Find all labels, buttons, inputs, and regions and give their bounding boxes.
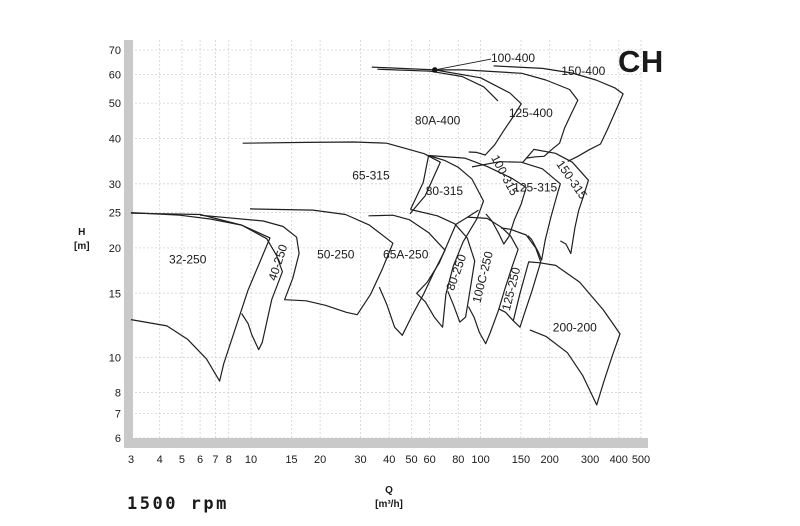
x-tick-label: 10 <box>245 454 257 466</box>
curve-100-315 <box>428 154 527 245</box>
label-32-250: 32-250 <box>169 252 207 266</box>
x-tick-label: 40 <box>383 454 395 466</box>
x-tick-label: 400 <box>610 454 628 466</box>
y-tick-label: 6 <box>115 433 121 445</box>
curve-125-400 <box>434 69 579 159</box>
curve-80a-400 <box>377 68 499 102</box>
label-40-250: 40-250 <box>265 242 290 282</box>
y-tick-label: 25 <box>109 208 121 220</box>
y-tick-label: 40 <box>109 133 121 145</box>
label-150-315: 150-315 <box>553 158 590 202</box>
x-axis: 3 4 5 6 7 8 10 15 20 30 40 50 60 80 100 150 200 300 400 500 <box>128 454 650 466</box>
x-tick-label: 50 <box>405 454 417 466</box>
y-tick-label: 50 <box>109 98 121 110</box>
x-tick-label: 100 <box>471 454 489 466</box>
x-tick-label: 6 <box>197 454 203 466</box>
label-200-200: 200-200 <box>553 321 597 335</box>
y-tick-label: 70 <box>109 45 121 57</box>
pump-curves <box>130 58 624 406</box>
label-150-400: 150-400 <box>561 64 605 78</box>
curve-100-400 <box>371 66 522 156</box>
label-80-250: 80-250 <box>443 252 469 292</box>
x-tick-label: 5 <box>179 454 185 466</box>
x-tick-label: 60 <box>424 454 436 466</box>
x-tick-label: 80 <box>452 454 464 466</box>
curve-65a-250 <box>368 214 446 336</box>
x-axis-bar <box>124 438 648 448</box>
label-50-250: 50-250 <box>317 247 355 261</box>
pump-labels: 32-250 40-250 50-250 65A-250 65-315 80-315 80-… <box>169 51 606 334</box>
x-tick-label: 4 <box>157 454 163 466</box>
curve-150-400 <box>493 65 624 162</box>
curve-100c-250 <box>467 216 519 345</box>
curve-125-250 <box>498 227 542 328</box>
x-tick-label: 200 <box>540 454 558 466</box>
curve-32-250 <box>130 212 271 382</box>
x-tick-label: 3 <box>128 454 134 466</box>
speed-label: 1500 rpm <box>127 494 229 514</box>
leader-100-400 <box>434 58 492 71</box>
y-axis-unit: [m] <box>74 241 90 252</box>
y-axis-symbol: H <box>78 227 86 238</box>
x-tick-label: 500 <box>632 454 650 466</box>
y-axis-bar <box>124 40 133 448</box>
curve-200-200 <box>512 261 621 406</box>
curve-50-250 <box>200 208 394 316</box>
y-tick-label: 30 <box>109 179 121 191</box>
y-tick-label: 20 <box>109 243 121 255</box>
curve-40-250 <box>130 212 283 351</box>
x-axis-title: Q [m³/h] <box>361 484 417 512</box>
x-tick-label: 150 <box>512 454 530 466</box>
curve-125-315 <box>471 161 561 261</box>
curve-80-315 <box>409 154 485 328</box>
x-tick-label: 20 <box>314 454 326 466</box>
x-tick-label: 7 <box>212 454 218 466</box>
label-80-315: 80-315 <box>426 184 464 198</box>
label-100-400: 100-400 <box>491 51 535 65</box>
x-axis-symbol: Q <box>385 485 393 496</box>
y-axis: 6 7 8 10 15 20 25 30 40 50 60 70 <box>109 45 121 445</box>
x-tick-label: 30 <box>354 454 366 466</box>
y-tick-label: 7 <box>115 409 121 421</box>
label-125-250: 125-250 <box>499 266 523 312</box>
x-axis-unit: [m³/h] <box>375 499 403 510</box>
label-125-315: 125-315 <box>513 180 557 194</box>
y-axis-title: H [m] <box>74 226 90 254</box>
label-65-315: 65-315 <box>352 168 390 182</box>
y-tick-label: 10 <box>109 352 121 364</box>
grid-lines <box>130 40 642 439</box>
x-tick-label: 300 <box>581 454 599 466</box>
brand-title: CH <box>618 44 664 79</box>
x-tick-label: 15 <box>285 454 297 466</box>
y-tick-label: 8 <box>115 388 121 400</box>
curve-65-315 <box>242 141 441 215</box>
y-tick-label: 60 <box>109 69 121 81</box>
curve-80-250 <box>410 208 476 323</box>
label-80a-400: 80A-400 <box>415 114 461 128</box>
label-125-400: 125-400 <box>509 106 553 120</box>
x-tick-label: 8 <box>226 454 232 466</box>
y-tick-label: 15 <box>109 288 121 300</box>
label-65a-250: 65A-250 <box>383 247 429 261</box>
